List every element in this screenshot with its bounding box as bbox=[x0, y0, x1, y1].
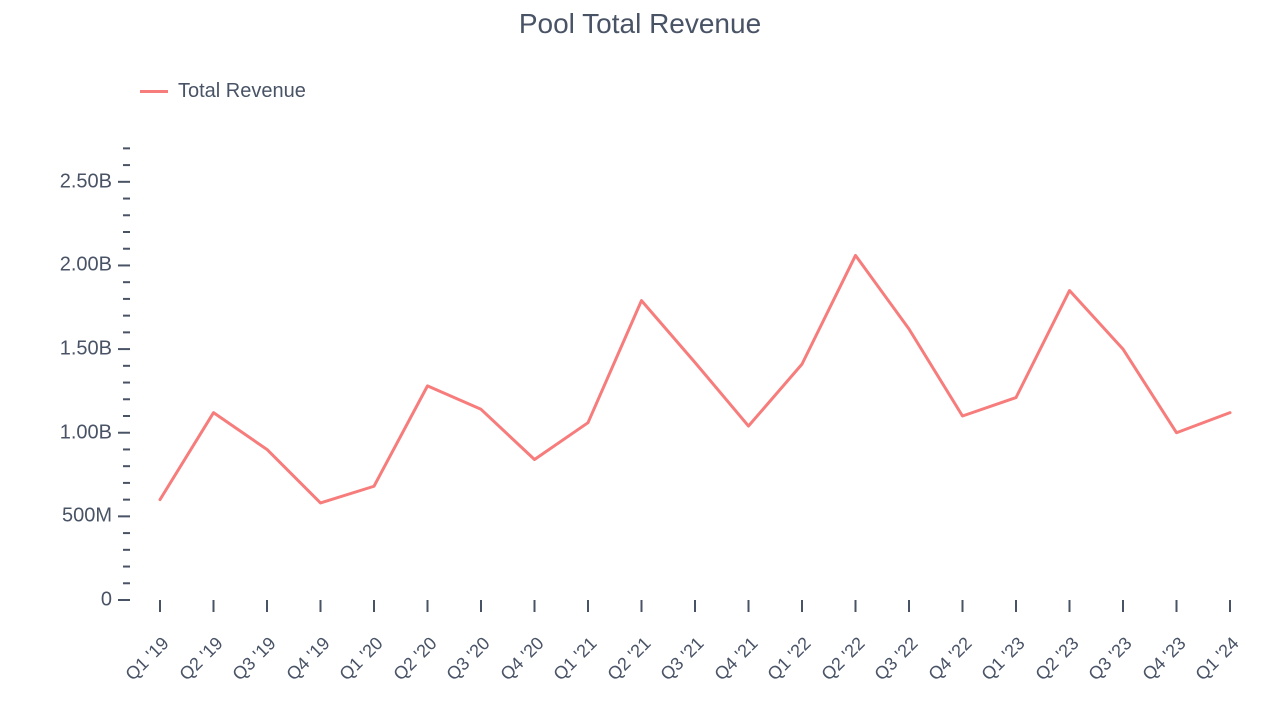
y-tick-label: 0 bbox=[101, 589, 112, 612]
y-tick-label: 1.50B bbox=[60, 338, 112, 361]
plot-area bbox=[0, 0, 1280, 720]
line-chart: Pool Total Revenue Total Revenue 0500M1.… bbox=[0, 0, 1280, 720]
y-tick-label: 2.00B bbox=[60, 254, 112, 277]
y-tick-label: 500M bbox=[62, 505, 112, 528]
series-line bbox=[160, 255, 1230, 503]
y-tick-label: 1.00B bbox=[60, 421, 112, 444]
y-tick-label: 2.50B bbox=[60, 170, 112, 193]
